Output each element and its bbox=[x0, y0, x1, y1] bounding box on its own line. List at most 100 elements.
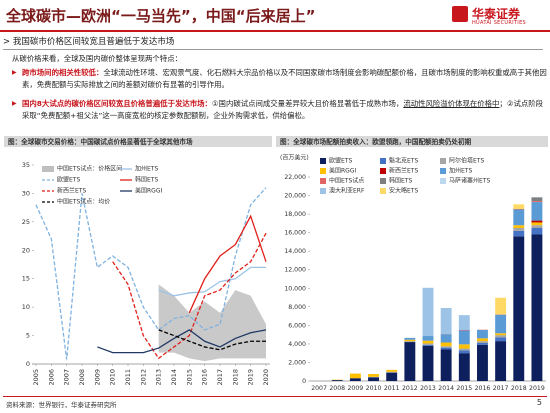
bullet-lead: 国内8大试点的碳价格区间较宽且价格普遍低于发达市场： bbox=[22, 99, 212, 108]
logo: 华泰证券 HUATAI SECURITIES bbox=[452, 4, 542, 28]
series-line bbox=[97, 329, 267, 354]
chart-title: 图：全球碳市交易价格：中国碳试点价格显著低于全球其他市场 bbox=[8, 137, 193, 146]
bar-segment bbox=[386, 371, 398, 373]
bar-segment bbox=[458, 350, 470, 354]
x-tick-label: 2014 bbox=[170, 369, 178, 386]
bar-segment bbox=[440, 347, 452, 350]
legend-swatch bbox=[380, 188, 386, 194]
bullet: 国内8大试点的碳价格区间较宽且价格普遍低于发达市场：①国内碳试点间成交量差异较大… bbox=[12, 98, 550, 122]
bar-segment bbox=[477, 330, 488, 339]
intro-text: 从碳价格来看，全球及国内碳价整体呈现两个特点： bbox=[12, 54, 182, 63]
header-rule bbox=[0, 30, 550, 32]
bar-segment bbox=[386, 369, 398, 372]
bar-segment bbox=[513, 204, 525, 209]
series-line bbox=[35, 187, 267, 360]
bar-segment bbox=[531, 201, 543, 203]
bar-segment bbox=[495, 297, 507, 315]
chart-title-bar bbox=[4, 136, 272, 147]
source-note: 资料来源：世界银行，华泰证券研究所 bbox=[6, 401, 117, 409]
bar-segment bbox=[422, 340, 434, 344]
bar-segment bbox=[458, 344, 470, 349]
y-tick-label: 18,000 bbox=[284, 211, 306, 218]
x-tick-label: 2006 bbox=[47, 369, 55, 386]
x-tick-label: 2005 bbox=[32, 369, 40, 386]
bar-segment bbox=[531, 228, 543, 235]
x-tick-label: 2013 bbox=[420, 385, 436, 392]
legend-label: 加州ETS bbox=[449, 167, 472, 175]
bar-segment bbox=[404, 341, 416, 343]
y-tick-label: 35 bbox=[22, 161, 30, 169]
bar-segment bbox=[513, 230, 525, 237]
y-tick-label: 10 bbox=[22, 303, 30, 311]
price-chart: 图：全球碳市交易价格：中国碳试点价格显著低于全球其他市场 0 5 10 15 20 25 3… bbox=[4, 136, 272, 386]
price-range-band bbox=[158, 284, 266, 362]
bar-segment bbox=[440, 349, 452, 381]
series-line bbox=[158, 266, 266, 297]
legend-label: 阿尔伯塔ETS bbox=[449, 157, 484, 165]
bar-segment bbox=[422, 336, 434, 341]
x-tick-label: 2019 bbox=[529, 385, 545, 392]
series-line bbox=[188, 214, 267, 314]
section-heading: > 我国碳市价格区间较宽且普遍低于发达市场 bbox=[3, 35, 543, 50]
series-line bbox=[158, 329, 266, 351]
y-tick-label: 5 bbox=[26, 332, 30, 340]
logo-mark bbox=[452, 6, 468, 22]
bar-segment bbox=[531, 220, 543, 223]
bar-segment bbox=[513, 209, 525, 226]
y-tick-label: 2,000 bbox=[288, 359, 306, 366]
x-tick-label: 2018 bbox=[231, 369, 239, 386]
x-tick-label: 2007 bbox=[63, 369, 71, 386]
bar-segment bbox=[458, 348, 470, 351]
bar-segment bbox=[477, 344, 488, 381]
bar-segment bbox=[349, 378, 361, 381]
legend-label: 欧盟ETS bbox=[329, 157, 352, 165]
x-tick-label: 2013 bbox=[155, 369, 163, 386]
y-tick-label: 15 bbox=[22, 275, 30, 283]
bar-segment bbox=[513, 228, 525, 231]
bar-segment bbox=[531, 202, 543, 221]
bar-segment bbox=[531, 225, 543, 228]
bullet-text: ①国内碳试点间成交量差异较大且价格显著低于成熟市场， bbox=[211, 99, 404, 108]
x-tick-label: 2009 bbox=[93, 369, 101, 386]
chart-title: 图：全球碳市场配额拍卖收入：欧盟领跑，中国配额拍卖仍处初期 bbox=[280, 137, 472, 146]
legend-label: 美国RGGI bbox=[329, 167, 356, 175]
slide-title: 全球碳市—欧洲“一马当先”，中国“后来居上” bbox=[6, 7, 316, 25]
bar-segment bbox=[531, 234, 543, 381]
y-tick-label: 8,000 bbox=[288, 304, 306, 311]
bullet-lead: 跨市场间的相关性较低： bbox=[22, 68, 104, 77]
bar-segment bbox=[531, 197, 543, 202]
legend-label: 韩国ETS bbox=[135, 176, 158, 184]
x-tick-label: 2008 bbox=[329, 385, 345, 392]
legend-label: 韩国ETS bbox=[389, 177, 412, 185]
y-tick-label: 25 bbox=[22, 218, 30, 226]
bar-segment bbox=[331, 380, 343, 381]
bullet: 跨市场间的相关性较低：全球流动性环境、宏观景气度、化石燃料大宗品价格以及不同国家… bbox=[12, 67, 550, 91]
y-tick-label: 12,000 bbox=[284, 267, 306, 274]
y-tick-label: 20,000 bbox=[284, 193, 306, 200]
logo-name: 华泰证券 bbox=[472, 7, 521, 21]
x-tick-label: 2019 bbox=[247, 369, 255, 386]
legend-label: 魁北克ETS bbox=[389, 157, 418, 165]
bar-segment bbox=[422, 345, 434, 381]
legend-swatch bbox=[320, 158, 326, 164]
bullet-text: ；②试点阶段采取“免费配额+祖父法”这一高度宽松的核定参数配额制，企业外购需求低… bbox=[22, 99, 544, 120]
bar-segment bbox=[458, 315, 470, 330]
x-tick-label: 2015 bbox=[185, 369, 193, 386]
legend-label: 澳大利亚ERF bbox=[329, 187, 365, 195]
bar-segment bbox=[422, 287, 434, 337]
x-tick-label: 2015 bbox=[456, 385, 472, 392]
x-tick-label: 2016 bbox=[475, 385, 491, 392]
x-tick-label: 2012 bbox=[139, 369, 147, 386]
legend-label: 加州ETS bbox=[135, 165, 158, 173]
revenue-chart: 图：全球碳市场配额拍卖收入：欧盟领跑，中国配额拍卖仍处初期 (百万美元) 0 2,… bbox=[276, 136, 548, 392]
legend-label: 新西兰ETS bbox=[57, 187, 86, 195]
bar-segment bbox=[495, 335, 507, 338]
x-tick-label: 2018 bbox=[511, 385, 527, 392]
legend-swatch bbox=[440, 158, 446, 164]
series-line bbox=[112, 232, 267, 360]
bar-segment bbox=[477, 342, 488, 345]
legend-swatch bbox=[320, 188, 326, 194]
legend-swatch bbox=[42, 166, 54, 172]
bar-segment bbox=[440, 308, 452, 334]
bar-segment bbox=[404, 337, 416, 340]
